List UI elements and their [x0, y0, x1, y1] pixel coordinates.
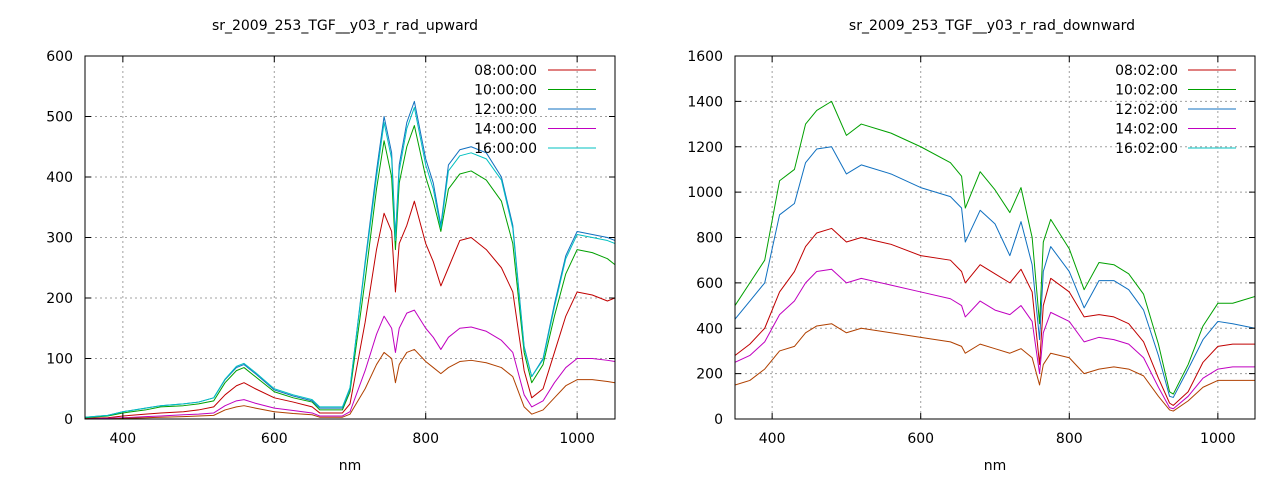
legend-label: 08:02:00: [1115, 63, 1178, 79]
x-tick-label: 800: [1056, 431, 1083, 447]
legend-label: 08:00:00: [474, 63, 537, 79]
x-tick-label: 1000: [559, 431, 595, 447]
x-tick-label: 800: [412, 431, 439, 447]
legend-label: 16:02:00: [1115, 141, 1178, 157]
series-line-2: [735, 146, 1255, 398]
legend-label: 10:00:00: [474, 83, 537, 99]
x-tick-label: 400: [759, 431, 786, 447]
chart-downward: 400 600 800 1000 0 200 400 600 800 1000 1200 1400 16…: [687, 18, 1256, 474]
chart-title: sr_2009_253_TGF__y03_r_rad_downward: [849, 18, 1135, 34]
x-tick-label: 1000: [1200, 431, 1236, 447]
y-tick-label: 200: [696, 367, 723, 383]
x-axis-label: nm: [984, 458, 1007, 474]
chart-title: sr_2009_253_TGF__y03_r_rad_upward: [212, 18, 478, 34]
y-tick-label: 800: [696, 231, 723, 247]
series-line-1: [735, 100, 1255, 395]
series-line-0: [735, 227, 1255, 406]
series-line-3: [735, 268, 1255, 410]
series-line-4: [85, 106, 615, 418]
x-axis-label: nm: [339, 458, 362, 474]
y-tick-label: 1000: [687, 185, 723, 201]
y-tick-label: 600: [696, 276, 723, 292]
x-tick-label: 600: [261, 431, 288, 447]
y-tick-label: 0: [714, 412, 723, 428]
legend-label: 12:00:00: [474, 102, 537, 118]
legend-label: 14:02:00: [1115, 122, 1178, 138]
y-tick-label: 500: [46, 110, 73, 126]
series-line-0: [85, 200, 615, 419]
y-tick-label: 1400: [687, 94, 723, 110]
y-tick-label: 1600: [687, 49, 723, 65]
y-tick-label: 600: [46, 49, 73, 65]
y-tick-label: 400: [46, 170, 73, 186]
y-tick-label: 200: [46, 291, 73, 307]
legend-label: 12:02:00: [1115, 102, 1178, 118]
legend-label: 14:00:00: [474, 122, 537, 138]
y-tick-label: 0: [64, 412, 73, 428]
legend-label: 10:02:00: [1115, 83, 1178, 99]
x-tick-label: 600: [907, 431, 934, 447]
series-line-5: [85, 348, 615, 419]
chart-upward: 400 600 800 1000 0 100 200 300 400 500 600 sr_2009_…: [46, 18, 616, 474]
y-tick-label: 300: [46, 231, 73, 247]
y-tick-label: 1200: [687, 140, 723, 156]
series-line-3: [85, 309, 615, 419]
x-tick-label: 400: [109, 431, 136, 447]
series-line-5: [735, 323, 1255, 412]
legend-label: 16:00:00: [474, 141, 537, 157]
y-tick-label: 100: [46, 352, 73, 368]
series-line-1: [85, 125, 615, 419]
y-tick-label: 400: [696, 321, 723, 337]
